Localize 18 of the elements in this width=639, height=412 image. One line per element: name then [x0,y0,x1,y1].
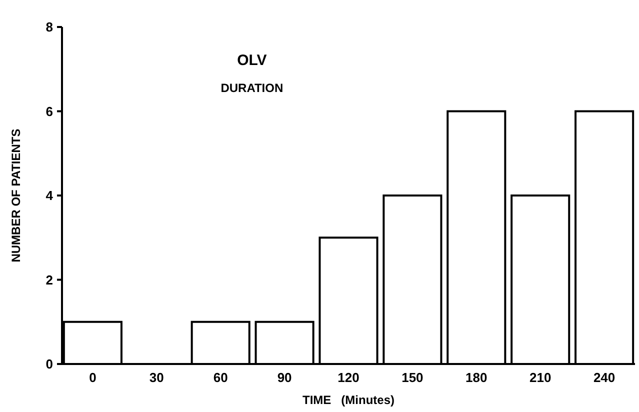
x-tick-label: 120 [338,370,360,385]
x-tick-label: 90 [277,370,292,385]
y-tick-label: 4 [46,188,54,204]
y-tick-label: 6 [46,104,53,119]
x-tick-label: 60 [213,370,228,385]
text: DURATION [220,81,284,95]
y-tick-label: 0 [46,356,53,372]
x-tick-label: 150 [402,370,424,385]
x-tick-label: 0 [89,370,96,385]
y-tick-label: 8 [46,20,53,35]
x-axis-title: TIME (Minutes) [302,393,394,407]
x-tick-label: 30 [149,370,164,385]
x-tick-label: 180 [466,370,488,385]
text: OLV [237,52,267,69]
y-axis-title: NUMBER OF PATIENTS [9,128,23,262]
x-tick-label: 210 [530,370,552,385]
x-tick-label: 240 [593,370,616,385]
y-tick-label: 2 [46,272,53,288]
